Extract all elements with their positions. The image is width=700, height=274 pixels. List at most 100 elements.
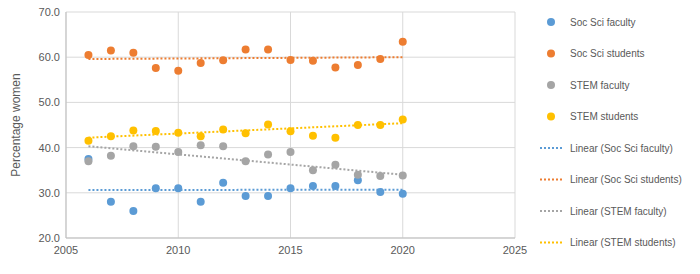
legend-line xyxy=(540,210,562,212)
data-point xyxy=(129,126,137,134)
y-tick-label: 40.0 xyxy=(39,142,60,154)
data-point xyxy=(399,116,407,124)
y-tick-label: 20.0 xyxy=(39,232,60,244)
data-point xyxy=(152,143,160,151)
data-point xyxy=(197,198,205,206)
x-grid-line xyxy=(402,12,403,238)
y-grid-line xyxy=(66,238,515,239)
data-point xyxy=(174,67,182,75)
data-point xyxy=(152,127,160,135)
data-point xyxy=(129,142,137,150)
data-point xyxy=(197,141,205,149)
y-axis-line xyxy=(66,12,67,238)
data-point xyxy=(242,157,250,165)
data-point xyxy=(376,55,384,63)
y-tick-label: 50.0 xyxy=(39,96,60,108)
data-point xyxy=(84,137,92,145)
data-point xyxy=(309,57,317,65)
x-tick-label: 2010 xyxy=(166,244,190,256)
data-point xyxy=(107,152,115,160)
y-tick-label: 60.0 xyxy=(39,51,60,63)
data-point xyxy=(376,188,384,196)
data-point xyxy=(84,157,92,165)
legend-label: Linear (STEM faculty) xyxy=(570,206,667,217)
chart: 20.0 30.0 40.0 50.0 60.0 70.0 2005 2010 2015 2020… xyxy=(0,0,700,274)
data-point xyxy=(287,127,295,135)
data-point xyxy=(331,64,339,72)
grid xyxy=(66,12,515,238)
y-axis-title: Percentage women xyxy=(9,73,23,176)
data-point xyxy=(107,46,115,54)
data-point xyxy=(354,121,362,129)
data-point xyxy=(129,49,137,57)
trend-lines xyxy=(88,57,402,190)
data-point xyxy=(354,61,362,69)
data-point xyxy=(197,132,205,140)
data-point xyxy=(309,132,317,140)
trend-line xyxy=(88,189,402,191)
x-grid-line xyxy=(66,12,67,238)
data-point xyxy=(287,148,295,156)
legend: Soc Sci facultySoc Sci studentsSTEM facu… xyxy=(540,17,682,249)
legend-marker xyxy=(547,18,555,26)
data-point xyxy=(219,56,227,64)
data-point xyxy=(376,121,384,129)
data-point xyxy=(219,142,227,150)
data-point xyxy=(174,148,182,156)
data-point xyxy=(197,59,205,67)
legend-label: Linear (Soc Sci students) xyxy=(570,174,682,185)
x-tick-label: 2015 xyxy=(278,244,302,256)
legend-label: Linear (STEM students) xyxy=(570,237,676,248)
data-point xyxy=(219,179,227,187)
legend-label: Linear (Soc Sci faculty) xyxy=(570,143,673,154)
legend-marker xyxy=(547,113,555,121)
points xyxy=(84,38,406,215)
data-point xyxy=(264,192,272,200)
legend-line xyxy=(540,147,562,149)
data-point xyxy=(219,126,227,134)
y-tick-label: 30.0 xyxy=(39,187,60,199)
trend-line xyxy=(88,57,402,59)
data-point xyxy=(264,121,272,129)
x-axis-line xyxy=(66,238,515,239)
x-grid-line xyxy=(290,12,291,238)
data-point xyxy=(354,171,362,179)
data-point xyxy=(309,166,317,174)
data-point xyxy=(331,161,339,169)
data-point xyxy=(309,182,317,190)
legend-label: Soc Sci students xyxy=(570,48,644,59)
x-grid-line xyxy=(178,12,179,238)
data-point xyxy=(152,184,160,192)
data-point xyxy=(399,38,407,46)
x-tick-label: 2005 xyxy=(54,244,78,256)
legend-line xyxy=(540,179,562,181)
data-point xyxy=(242,192,250,200)
trend-line xyxy=(88,146,402,174)
data-point xyxy=(264,46,272,54)
data-point xyxy=(376,172,384,180)
data-point xyxy=(331,134,339,142)
y-tick-label: 70.0 xyxy=(39,6,60,18)
data-point xyxy=(242,46,250,54)
legend-line xyxy=(540,242,562,244)
data-point xyxy=(84,51,92,59)
x-tick-label: 2020 xyxy=(391,244,415,256)
data-point xyxy=(174,129,182,137)
data-point xyxy=(107,132,115,140)
data-point xyxy=(399,190,407,198)
legend-label: STEM students xyxy=(570,111,638,122)
data-point xyxy=(264,150,272,158)
plot-area xyxy=(84,38,406,215)
legend-marker xyxy=(547,81,555,89)
data-point xyxy=(399,172,407,180)
data-point xyxy=(287,56,295,64)
data-point xyxy=(331,182,339,190)
legend-label: STEM faculty xyxy=(570,80,629,91)
data-point xyxy=(152,64,160,72)
data-point xyxy=(129,207,137,215)
legend-marker xyxy=(547,50,555,58)
x-tick-label: 2025 xyxy=(503,244,527,256)
x-grid-line xyxy=(515,12,516,238)
data-point xyxy=(242,129,250,137)
data-point xyxy=(107,198,115,206)
